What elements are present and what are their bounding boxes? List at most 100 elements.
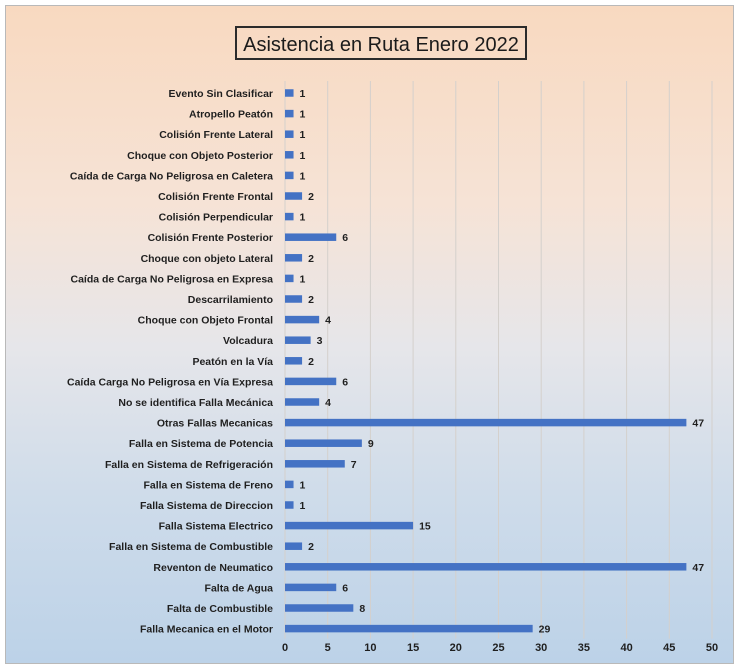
x-tick-label: 35: [578, 642, 590, 654]
category-label: Descarrilamiento: [188, 294, 273, 306]
bar: [285, 624, 533, 633]
data-label: 1: [300, 88, 306, 100]
chart-frame: Asistencia en Ruta Enero 2022 Evento Sin…: [5, 5, 734, 664]
bar: [285, 439, 362, 447]
category-label: No se identifica Falla Mecánica: [118, 397, 273, 409]
bar: [285, 460, 345, 468]
category-label: Falla Sistema Electrico: [159, 521, 273, 533]
gridlines: [284, 81, 713, 639]
category-label: Reventon de Neumatico: [153, 562, 273, 574]
category-label: Caída de Carga No Peligrosa en Caletera: [70, 170, 273, 182]
x-tick-label: 10: [364, 642, 376, 654]
data-label: 1: [300, 273, 306, 285]
bar: [285, 109, 294, 118]
category-label: Falla Sistema de Direccion: [140, 500, 273, 512]
data-label: 6: [342, 376, 348, 388]
data-label: 47: [692, 562, 704, 574]
data-label: 15: [419, 521, 431, 533]
bar: [285, 398, 320, 406]
category-label: Choque con Objeto Frontal: [138, 315, 273, 327]
category-label: Falta de Combustible: [167, 603, 273, 615]
bar: [285, 171, 294, 180]
bar: [285, 233, 337, 241]
x-tick-label: 20: [450, 642, 462, 654]
data-label: 1: [300, 129, 306, 141]
x-tick-label: 45: [663, 642, 675, 654]
category-label: Volcadura: [223, 335, 273, 347]
bar: [285, 212, 294, 221]
data-label: 1: [300, 150, 306, 162]
category-label: Otras Fallas Mecanicas: [157, 418, 273, 430]
data-label: 1: [300, 109, 306, 121]
category-labels: Evento Sin Clasificar Atropello Peatón Col…: [67, 88, 273, 636]
category-label: Caída Carga No Peligrosa en Vía Expresa: [67, 376, 273, 388]
data-label: 47: [692, 418, 704, 430]
bar: [285, 130, 294, 138]
bars: [285, 89, 687, 633]
chart-title: Asistencia en Ruta Enero 2022: [235, 26, 527, 60]
category-label: Evento Sin Clasificar: [169, 88, 273, 100]
category-label: Colisión Frente Frontal: [158, 191, 273, 203]
bar: [285, 192, 303, 200]
data-label: 6: [342, 232, 348, 244]
data-label: 2: [308, 294, 314, 306]
category-label: Atropello Peatón: [189, 109, 273, 121]
data-label: 1: [300, 479, 306, 491]
category-label: Colisión Frente Posterior: [148, 232, 273, 244]
x-tick-label: 25: [492, 642, 504, 654]
category-label: Falla en Sistema de Combustible: [109, 541, 273, 553]
category-label: Peatón en la Vía: [192, 356, 273, 368]
data-label: 3: [317, 335, 323, 347]
data-label: 8: [359, 603, 365, 615]
data-label: 2: [308, 541, 314, 553]
data-label: 29: [539, 624, 551, 636]
category-label: Falla en Sistema de Potencia: [129, 438, 273, 450]
x-tick-label: 50: [706, 642, 718, 654]
category-label: Colisión Perpendicular: [159, 212, 273, 224]
x-tick-label: 0: [282, 642, 288, 654]
x-tick-label: 5: [325, 642, 331, 654]
data-label: 1: [300, 500, 306, 512]
bar: [285, 274, 294, 283]
bar: [285, 89, 294, 97]
category-label: Falla Mecanica en el Motor: [140, 624, 273, 636]
category-label: Caída de Carga No Peligrosa en Expresa: [71, 273, 274, 285]
bar: [285, 336, 311, 344]
bar-chart-plot: Evento Sin Clasificar Atropello Peatón Col…: [67, 81, 718, 654]
bar: [285, 521, 414, 530]
category-label: Choque con Objeto Posterior: [127, 150, 273, 162]
bar: [285, 357, 303, 365]
bar: [285, 254, 303, 262]
bar: [285, 295, 303, 303]
data-label: 9: [368, 438, 374, 450]
bar: [285, 583, 337, 592]
bar: [285, 501, 294, 509]
data-label: 6: [342, 582, 348, 594]
category-label: Colisión Frente Lateral: [159, 129, 273, 141]
x-axis-ticks: 0 5 10 15 20 25 30 35 40 45 50: [282, 642, 718, 654]
data-label: 4: [325, 397, 331, 409]
bar: [285, 151, 294, 159]
bar: [285, 604, 354, 612]
bar: [285, 377, 337, 386]
bar: [285, 563, 687, 571]
data-label: 2: [308, 191, 314, 203]
bar: [285, 315, 320, 324]
x-tick-label: 30: [535, 642, 547, 654]
data-label: 2: [308, 356, 314, 368]
x-tick-label: 40: [620, 642, 632, 654]
bar: [285, 542, 303, 550]
bar: [285, 418, 687, 427]
category-label: Falta de Agua: [205, 582, 274, 594]
data-label: 4: [325, 315, 331, 327]
data-label: 7: [351, 459, 357, 471]
data-label: 2: [308, 253, 314, 265]
x-tick-label: 15: [407, 642, 419, 654]
category-label: Falla en Sistema de Freno: [143, 479, 273, 491]
bar: [285, 480, 294, 489]
category-label: Choque con objeto Lateral: [141, 253, 274, 265]
category-label: Falla en Sistema de Refrigeración: [105, 459, 273, 471]
data-label: 1: [300, 212, 306, 224]
data-label: 1: [300, 170, 306, 182]
